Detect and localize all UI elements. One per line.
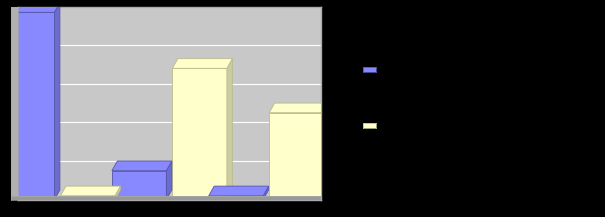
Polygon shape — [115, 186, 120, 200]
Bar — [112, 171, 166, 200]
Polygon shape — [0, 3, 60, 12]
Polygon shape — [112, 161, 172, 171]
Polygon shape — [54, 3, 60, 200]
Polygon shape — [166, 161, 172, 200]
Polygon shape — [227, 59, 232, 200]
Bar — [172, 68, 227, 200]
Polygon shape — [60, 186, 120, 196]
Bar — [209, 196, 263, 200]
Polygon shape — [172, 59, 232, 68]
Polygon shape — [324, 103, 329, 200]
Bar — [0, 12, 54, 200]
Bar — [60, 196, 115, 200]
Bar — [269, 113, 324, 200]
Polygon shape — [209, 186, 269, 196]
Polygon shape — [269, 103, 329, 113]
Polygon shape — [263, 186, 269, 200]
